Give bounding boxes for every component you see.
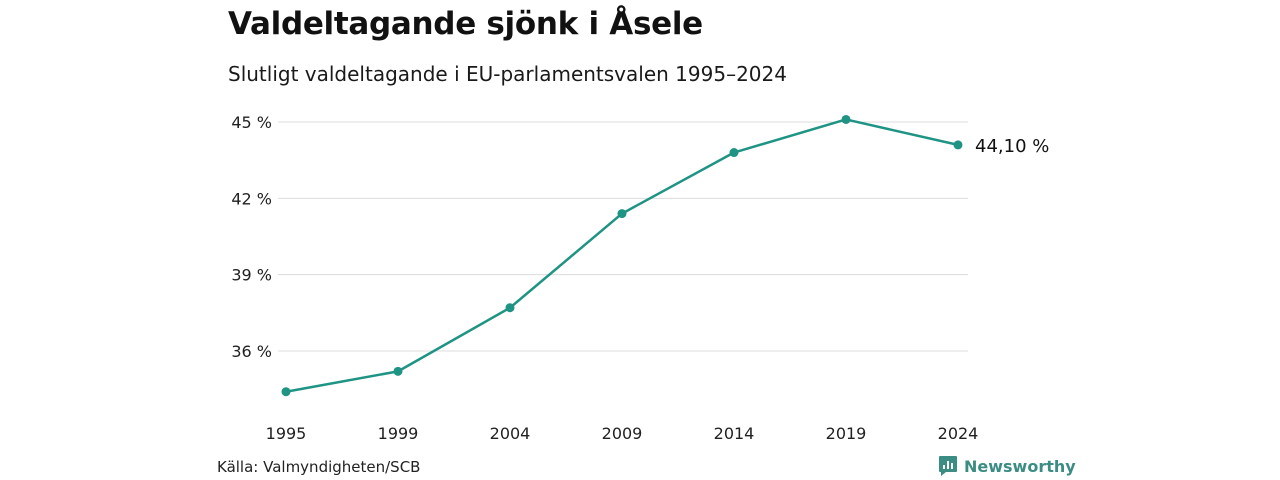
y-tick-label: 39 % — [231, 266, 272, 285]
gridlines — [278, 121, 968, 352]
x-tick-label: 1999 — [378, 424, 419, 443]
x-tick-label: 2024 — [938, 424, 979, 443]
data-point-1999 — [393, 366, 403, 376]
chart-subtitle: Slutligt valdeltagande i EU-parlamentsva… — [228, 62, 787, 86]
x-tick-label: 1995 — [266, 424, 307, 443]
y-tick-label: 36 % — [231, 342, 272, 361]
x-axis-ticks: 1995 1999 2004 2009 2014 2019 2024 — [266, 424, 979, 443]
x-tick-label: 2014 — [714, 424, 755, 443]
data-point-1995 — [281, 387, 291, 397]
y-axis-ticks: 36 % 39 % 42 % 45 % — [231, 113, 272, 361]
chart-title: Valdeltagande sjönk i Åsele — [228, 6, 703, 42]
data-point-2009 — [617, 209, 627, 219]
end-value-label: 44,10 % — [975, 136, 1049, 157]
data-point-2014 — [729, 148, 739, 158]
data-point-2019 — [841, 114, 851, 124]
source-note: Källa: Valmyndigheten/SCB — [217, 458, 421, 476]
y-tick-label: 45 % — [231, 113, 272, 132]
annotations: 44,10 % — [975, 136, 1049, 157]
data-point-2024 — [953, 140, 963, 150]
newsworthy-logo-icon — [939, 456, 957, 476]
y-tick-label: 42 % — [231, 189, 272, 208]
x-tick-label: 2004 — [490, 424, 531, 443]
x-tick-label: 2009 — [602, 424, 643, 443]
brand-logo: Newsworthy — [938, 455, 1076, 477]
x-tick-label: 2019 — [826, 424, 867, 443]
data-point-2004 — [505, 303, 515, 313]
brand-name: Newsworthy — [964, 456, 1076, 476]
series-group — [281, 114, 963, 397]
